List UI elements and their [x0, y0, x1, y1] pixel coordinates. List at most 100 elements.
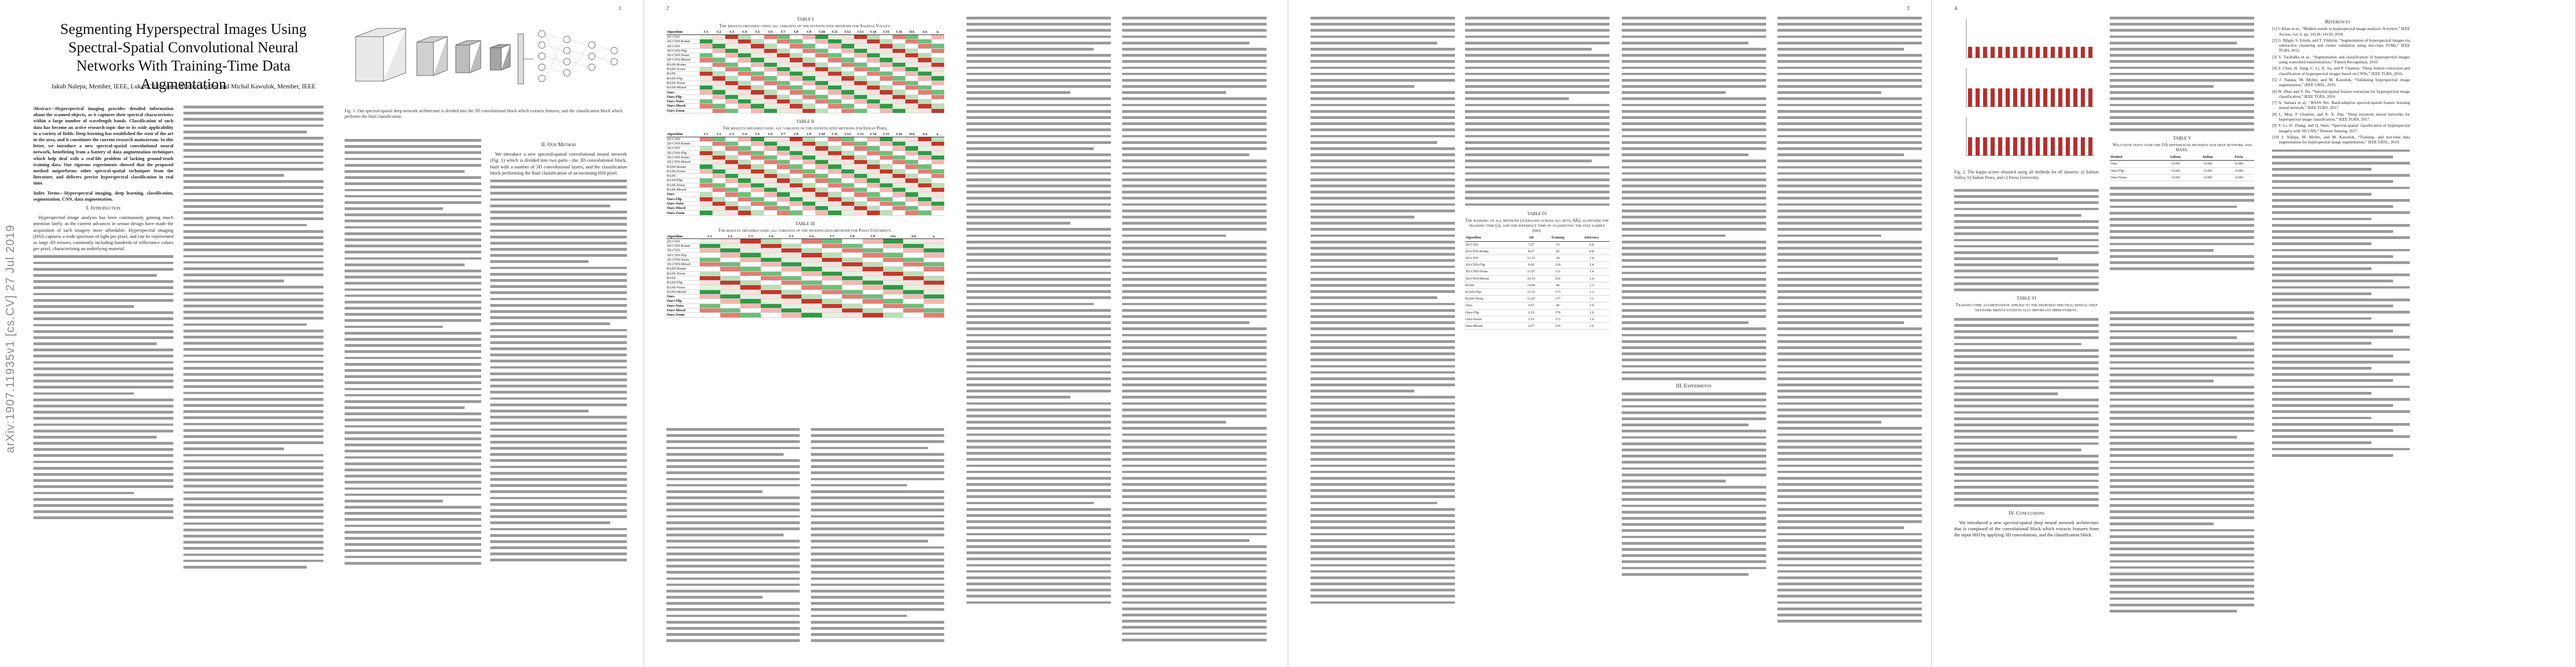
chart-bar	[2066, 88, 2070, 107]
table-cell	[803, 197, 816, 202]
table-cell	[828, 48, 841, 54]
chart-bar	[1998, 47, 2002, 58]
table-cell	[918, 192, 931, 197]
table-cell	[699, 257, 720, 262]
table-cell	[842, 308, 863, 313]
table-cell	[879, 146, 893, 151]
table-cell	[801, 280, 822, 286]
column-header: AA	[918, 132, 931, 137]
table-cell	[828, 169, 841, 175]
table-cell	[841, 187, 854, 193]
table-cell	[821, 271, 843, 276]
table-cell: 2D-CNN-Rotate	[1464, 248, 1521, 256]
table-cell	[842, 262, 863, 267]
table-cell	[764, 141, 777, 147]
figure-1-architecture: Fig. 1. Our spectral-spatial deep networ…	[345, 20, 622, 126]
table-cell	[879, 85, 893, 91]
table-cell	[905, 160, 919, 165]
table-cell	[893, 57, 906, 63]
table-cell	[764, 39, 777, 44]
table-cell	[905, 137, 919, 142]
table-cell	[918, 197, 931, 202]
table-cell	[738, 137, 751, 142]
table-cell	[841, 57, 854, 63]
table-cell	[918, 210, 931, 216]
chart-bar	[1968, 137, 1972, 156]
table-cell	[712, 81, 726, 86]
table-cell	[821, 303, 843, 308]
table-cell	[712, 173, 726, 179]
table-cell	[905, 62, 919, 67]
table-cell	[751, 187, 764, 193]
table-cell	[828, 99, 841, 104]
column-header: C12	[841, 132, 854, 137]
column-header: C4	[738, 30, 751, 35]
table-cell	[751, 39, 764, 44]
table-cell	[931, 103, 944, 109]
table-cell	[905, 43, 919, 49]
table-cell	[918, 57, 931, 63]
table-cell	[764, 62, 777, 67]
table-cell	[815, 210, 829, 216]
paper-title: Segmenting Hyperspectral Images Using Sp…	[60, 21, 307, 92]
table-cell	[776, 53, 790, 58]
table-cell	[931, 76, 944, 81]
table-cell	[760, 280, 781, 286]
table-cell	[781, 294, 802, 300]
chart-bar	[2088, 47, 2093, 58]
table-cell	[738, 48, 751, 54]
table-cell	[776, 43, 790, 49]
table-cell	[828, 67, 841, 72]
table-cell	[866, 197, 880, 202]
table-cell	[751, 103, 764, 109]
table-cell	[801, 290, 822, 295]
table-cell	[893, 141, 906, 147]
table-cell	[725, 178, 739, 183]
table-cell	[803, 53, 816, 58]
table-cell: 1.4	[1574, 275, 1610, 282]
table-cell	[879, 192, 893, 197]
table-cell	[738, 99, 751, 104]
column-4	[1122, 17, 1267, 645]
table-cell	[725, 141, 739, 147]
table-cell	[854, 210, 867, 216]
table-cell	[789, 81, 803, 86]
chart-bar	[2021, 88, 2025, 107]
table-cell	[918, 48, 931, 54]
table-cell	[751, 146, 764, 151]
table-cell	[854, 146, 867, 151]
table-cell	[699, 34, 712, 40]
table-cell	[776, 39, 790, 44]
row-label: Ours-Noise	[666, 303, 700, 308]
page-number: 4	[1954, 6, 1957, 12]
table-cell	[751, 99, 764, 104]
column-header: C4	[760, 234, 781, 240]
table-cell: 45	[1541, 302, 1575, 310]
table-cell	[828, 39, 841, 44]
table-cell	[751, 160, 764, 165]
table-cell: 15	[1541, 241, 1575, 248]
chart-bar	[1968, 88, 1972, 107]
table-cell	[866, 164, 880, 170]
table-cell	[821, 252, 843, 258]
table-cell	[924, 238, 944, 244]
column-header: C11	[828, 132, 841, 137]
table-cell	[924, 262, 944, 267]
table-cell	[918, 141, 931, 147]
column-header: C5	[781, 234, 802, 240]
table-cell	[712, 89, 726, 95]
table-cell	[699, 262, 720, 267]
table-cell: Ours	[2110, 160, 2159, 168]
table-cell	[738, 183, 751, 188]
table-cell	[801, 248, 822, 253]
table-cell	[828, 164, 841, 170]
table-5: Method Salinas Indian Pavia Ours <0.001 <0.001…	[2110, 154, 2255, 181]
chart-bar	[2058, 47, 2063, 58]
table-cell	[751, 169, 764, 175]
table-cell	[725, 85, 739, 91]
table-cell	[776, 141, 790, 147]
column-header: C2	[712, 132, 726, 137]
table-cell: 46	[1541, 282, 1575, 290]
table-cell	[828, 201, 841, 207]
column-3	[345, 139, 481, 568]
